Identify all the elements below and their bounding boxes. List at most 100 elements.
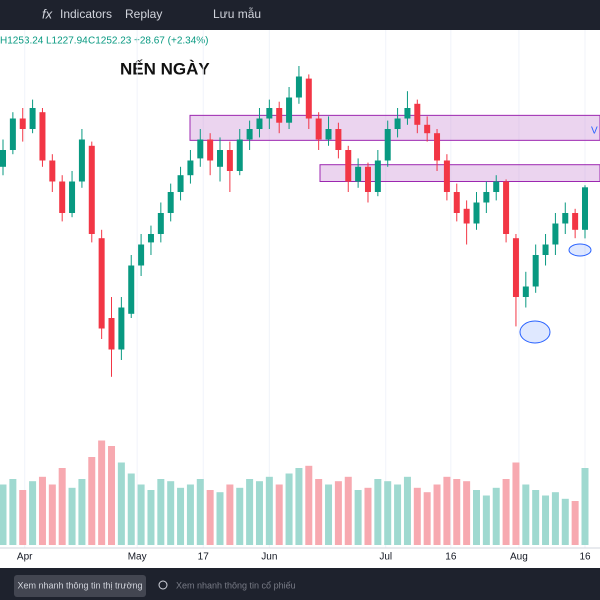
- candle-body: [236, 139, 243, 171]
- candle-body: [414, 103, 421, 125]
- volume-bar: [236, 487, 244, 545]
- volume-bar: [88, 457, 96, 545]
- volume-bar: [443, 476, 451, 545]
- x-tick-label: Aug: [510, 552, 528, 563]
- candle-body: [69, 181, 76, 213]
- candle-body: [78, 139, 85, 182]
- volume-bar: [157, 479, 165, 545]
- x-tick-label: 16: [579, 552, 591, 563]
- fx-icon[interactable]: fx: [42, 6, 53, 21]
- volume-bar: [581, 468, 589, 545]
- candle-body: [463, 208, 470, 224]
- ohlc-change: +28.67 (+2.34%): [134, 36, 209, 47]
- indicators-button[interactable]: Indicators: [60, 7, 112, 21]
- volume-bar: [551, 492, 559, 545]
- volume-bar: [344, 476, 352, 545]
- candle-body: [374, 160, 381, 192]
- volume-bar: [502, 479, 510, 545]
- candle-body: [315, 118, 322, 140]
- volume-bar: [374, 479, 382, 545]
- volume-bar: [147, 490, 155, 545]
- volume-bar: [48, 484, 56, 545]
- volume-bar: [413, 487, 421, 545]
- volume-bar: [285, 473, 293, 545]
- volume-bar: [29, 481, 37, 545]
- candle-body: [562, 213, 569, 224]
- volume-bar: [196, 479, 204, 545]
- ohlc-high: H1253.24: [0, 36, 44, 47]
- zone: [319, 164, 600, 182]
- candle-body: [276, 108, 283, 123]
- candle-body: [404, 108, 411, 119]
- volume-bar: [463, 481, 471, 545]
- candle-body: [493, 181, 500, 192]
- volume-bar: [403, 476, 411, 545]
- volume-bar: [167, 481, 175, 545]
- candle-body: [138, 244, 145, 266]
- candle-body: [246, 129, 253, 140]
- search-input[interactable]: Xem nhanh thông tin cổ phiếu: [176, 580, 296, 590]
- candle-body: [522, 286, 529, 297]
- volume-bar: [117, 462, 125, 545]
- candle-body: [147, 234, 154, 243]
- candle-body: [325, 129, 332, 140]
- candle-body: [29, 108, 36, 129]
- toolbar: [0, 0, 600, 30]
- candle-body: [128, 265, 135, 314]
- x-tick-label: 17: [198, 552, 210, 563]
- candle-body: [552, 223, 559, 245]
- candle-body: [512, 238, 519, 297]
- candle-body: [157, 213, 164, 234]
- volume-bar: [137, 484, 145, 545]
- candle-body: [532, 255, 539, 287]
- replay-button[interactable]: Replay: [125, 7, 162, 21]
- candle-body: [384, 129, 391, 161]
- volume-bar: [394, 484, 402, 545]
- volume-bar: [98, 440, 106, 545]
- candle-body: [226, 150, 233, 171]
- candle-body: [177, 175, 184, 192]
- candle-body: [19, 118, 26, 129]
- save-button[interactable]: Lưu mẫu: [213, 6, 261, 21]
- candle-body: [503, 181, 510, 234]
- candle-body: [286, 97, 293, 123]
- candle-body: [207, 139, 214, 161]
- search-icon: [158, 580, 168, 590]
- volume-bar: [354, 490, 362, 545]
- candle-body: [9, 118, 16, 150]
- volume-bar: [58, 468, 66, 545]
- ohlc-low: L1227.94: [46, 36, 88, 47]
- x-tick-label: 16: [445, 552, 457, 563]
- volume-bar: [226, 484, 234, 545]
- x-tick-label: Jul: [379, 552, 392, 563]
- volume-bar: [315, 479, 323, 545]
- volume-bar: [453, 479, 461, 545]
- x-tick-label: Jun: [261, 552, 277, 563]
- candle-body: [345, 150, 352, 182]
- candle-body: [542, 244, 549, 255]
- candle-body: [424, 124, 431, 134]
- volume-bar: [0, 484, 7, 545]
- highlight: [519, 320, 551, 344]
- volume-bar: [571, 501, 579, 545]
- volume-bar: [127, 473, 135, 545]
- volume-bar: [542, 495, 550, 545]
- candle-body: [217, 150, 224, 167]
- volume-bar: [177, 487, 185, 545]
- volume-bar: [305, 465, 313, 545]
- market-button[interactable]: [14, 575, 146, 597]
- candle-body: [39, 112, 46, 161]
- candle-body: [355, 166, 362, 182]
- ohlc-close: C1252.23: [88, 36, 132, 47]
- volume-bar: [206, 490, 214, 545]
- volume-bar: [9, 479, 17, 545]
- volume-bar: [246, 479, 254, 545]
- volume-bar: [423, 492, 431, 545]
- x-tick-label: May: [128, 552, 147, 563]
- candle-body: [118, 307, 125, 350]
- x-tick-label: Apr: [17, 552, 33, 563]
- volume-bar: [108, 446, 116, 545]
- volume-bar: [561, 498, 569, 545]
